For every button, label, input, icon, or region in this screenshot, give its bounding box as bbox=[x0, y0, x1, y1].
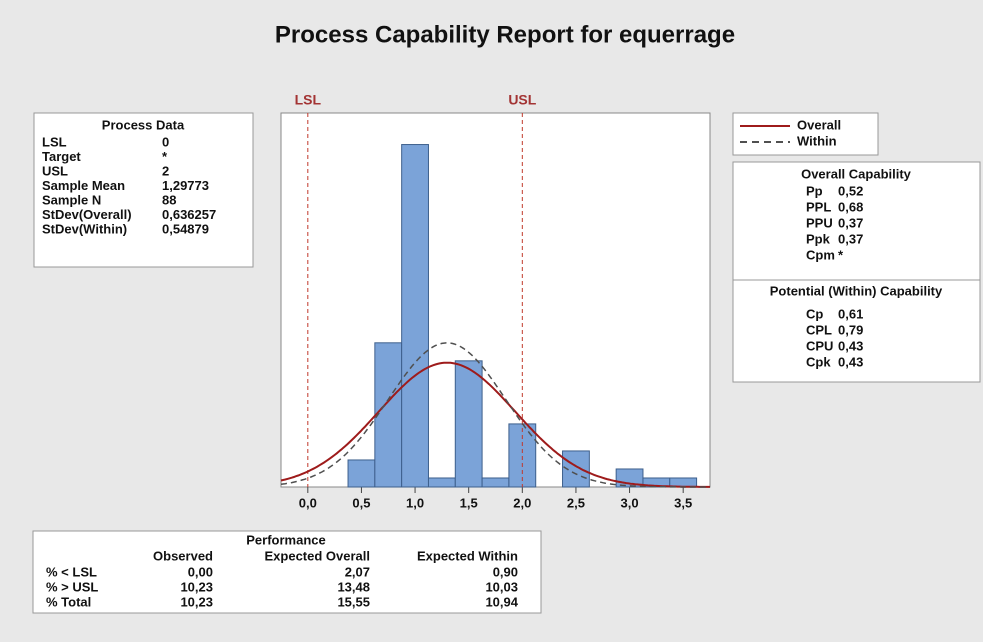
legend-box bbox=[732, 112, 879, 156]
row-name: % < LSL bbox=[46, 564, 97, 579]
row-value: 0,37 bbox=[838, 215, 863, 230]
row-name: USL bbox=[42, 163, 68, 178]
legend-label: Within bbox=[797, 133, 837, 148]
x-tick-label: 3,0 bbox=[621, 495, 639, 510]
bar bbox=[347, 459, 376, 488]
row-value: * bbox=[162, 149, 168, 164]
column-header: Expected Overall bbox=[265, 548, 371, 563]
table-title: Potential (Within) Capability bbox=[770, 283, 943, 298]
cell: 10,23 bbox=[180, 579, 213, 594]
cell: 10,23 bbox=[180, 594, 213, 609]
cell: 10,94 bbox=[485, 594, 518, 609]
bar bbox=[427, 477, 456, 488]
row-name: Pp bbox=[806, 183, 823, 198]
performance-box bbox=[32, 530, 542, 614]
spec-label: LSL bbox=[295, 92, 322, 108]
row-value: 0,636257 bbox=[162, 207, 216, 222]
row-value: 88 bbox=[162, 192, 176, 207]
x-tick-label: 0,5 bbox=[352, 495, 370, 510]
row-name: Cp bbox=[806, 306, 823, 321]
row-value: 0,52 bbox=[838, 183, 863, 198]
cell: 10,03 bbox=[485, 579, 518, 594]
x-tick-label: 0,0 bbox=[299, 495, 317, 510]
cell: 15,55 bbox=[337, 594, 370, 609]
x-tick-label: 2,5 bbox=[567, 495, 585, 510]
legend-label: Overall bbox=[797, 117, 841, 132]
x-tick-label: 2,0 bbox=[513, 495, 531, 510]
x-tick-label: 1,5 bbox=[460, 495, 478, 510]
table-title: Performance bbox=[246, 532, 325, 547]
column-header: Observed bbox=[153, 548, 213, 563]
row-name: Ppk bbox=[806, 231, 831, 246]
curve bbox=[280, 342, 710, 488]
row-value: * bbox=[838, 247, 844, 262]
row-name: StDev(Within) bbox=[42, 221, 127, 236]
row-name: StDev(Overall) bbox=[42, 207, 132, 222]
bar bbox=[481, 477, 510, 488]
row-name: CPL bbox=[806, 322, 832, 337]
cell: 13,48 bbox=[337, 579, 370, 594]
row-value: 0,43 bbox=[838, 338, 863, 353]
row-name: PPL bbox=[806, 199, 831, 214]
cell: 0,00 bbox=[188, 564, 213, 579]
capability-box bbox=[732, 161, 981, 383]
row-name: Sample N bbox=[42, 192, 101, 207]
row-name: Cpm bbox=[806, 247, 835, 262]
column-header: Expected Within bbox=[417, 548, 518, 563]
row-name: LSL bbox=[42, 134, 67, 149]
row-value: 0,54879 bbox=[162, 221, 209, 236]
x-tick-label: 1,0 bbox=[406, 495, 424, 510]
row-value: 0,68 bbox=[838, 199, 863, 214]
curve bbox=[280, 361, 710, 488]
process-data-box bbox=[33, 112, 254, 268]
row-value: 0,37 bbox=[838, 231, 863, 246]
row-name: % > USL bbox=[46, 579, 98, 594]
bar bbox=[454, 360, 483, 488]
row-value: 0,61 bbox=[838, 306, 863, 321]
table-title: Overall Capability bbox=[801, 166, 912, 181]
row-value: 0 bbox=[162, 134, 169, 149]
spec-label: USL bbox=[508, 92, 536, 108]
row-value: 2 bbox=[162, 163, 169, 178]
bar bbox=[374, 342, 403, 488]
row-value: 0,43 bbox=[838, 354, 863, 369]
bar bbox=[401, 144, 429, 488]
cell: 0,90 bbox=[493, 564, 518, 579]
row-name: CPU bbox=[806, 338, 833, 353]
row-name: % Total bbox=[46, 594, 91, 609]
row-name: Target bbox=[42, 149, 81, 164]
table-title: Process Data bbox=[102, 117, 185, 132]
row-name: Cpk bbox=[806, 354, 831, 369]
row-value: 1,29773 bbox=[162, 178, 209, 193]
plot-area bbox=[280, 112, 711, 488]
x-tick-label: 3,5 bbox=[674, 495, 692, 510]
cell: 2,07 bbox=[345, 564, 370, 579]
row-name: PPU bbox=[806, 215, 833, 230]
row-name: Sample Mean bbox=[42, 178, 125, 193]
row-value: 0,79 bbox=[838, 322, 863, 337]
title: Process Capability Report for equerrage bbox=[275, 21, 735, 48]
